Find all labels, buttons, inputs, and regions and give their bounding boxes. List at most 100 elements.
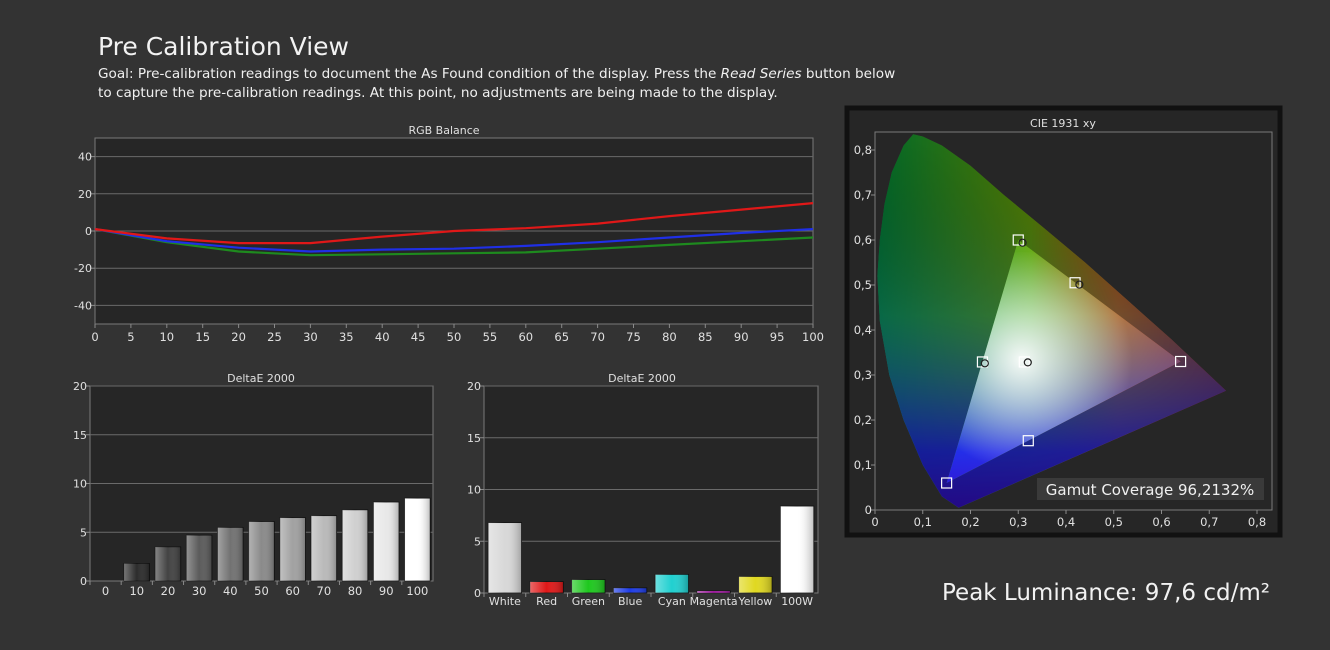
rgb-y-tick-label: -20: [74, 262, 92, 275]
dc-bar-shade: [655, 574, 689, 593]
dg-bar-shade: [373, 502, 400, 581]
cie-measured-marker: [1018, 238, 1027, 247]
dc-bar-shade: [696, 590, 731, 593]
rgb-x-tick-label: 85: [698, 330, 713, 344]
gamut-coverage-label: Gamut Coverage 96,2132%: [1046, 481, 1255, 499]
rgb-x-tick-label: 100: [802, 330, 824, 344]
cie-measured-marker: [1023, 358, 1032, 367]
cie-x-ticks: 0 0,1 0,2 0,3 0,4 0,5 0,6 0,7 0,8: [871, 510, 1266, 529]
dg-x-tick-label: 40: [223, 584, 238, 598]
cie-markers: [941, 234, 1187, 489]
rgb-x-tick-label: 60: [518, 330, 533, 344]
dg-x-tick-label: 50: [254, 584, 269, 598]
peak-luminance: Peak Luminance: 97,6 cd/m²: [942, 580, 1270, 606]
rgb-x-tick-label: 45: [411, 330, 426, 344]
cie-target-marker: [1174, 355, 1187, 368]
deltae-colors-x-ticks: White Red Green Blue Cyan Magenta Yellow 100W: [483, 593, 813, 608]
cie-y-tick-label: 0,1: [854, 458, 872, 472]
cie-y-tick-label: 0,8: [854, 143, 872, 157]
dg-x-tick-label: 60: [285, 584, 300, 598]
dc-y-tick-label: 15: [467, 432, 481, 445]
rgb-x-tick-label: 10: [159, 330, 174, 344]
dg-y-tick-label: 0: [80, 575, 87, 588]
green-series-line: [94, 228, 814, 257]
cie-x-tick-label: 0,2: [961, 515, 979, 529]
cie-x-tick-label: 0: [871, 515, 878, 529]
dc-bar-shade: [488, 522, 522, 593]
red-series-line: [94, 202, 814, 245]
deltae-grayscale-title: DeltaE 2000: [227, 372, 295, 385]
rgb-x-tick-label: 95: [770, 330, 785, 344]
cie-x-tick-label: 0,3: [1009, 515, 1027, 529]
deltae-colors-chart: DeltaE 2000 20 15 10 5 0 White Red Green Blue Cy…: [467, 372, 819, 608]
dg-x-tick-label: 100: [406, 584, 428, 598]
rgb-x-tick-label: 65: [554, 330, 569, 344]
rgb-y-tick-label: 0: [85, 225, 92, 238]
dc-x-tick-label: Yellow: [737, 595, 772, 608]
deltae-colors-y-ticks: 20 15 10 5 0: [467, 380, 484, 600]
cie-target-marker: [976, 356, 989, 368]
rgb-x-tick-label: 70: [590, 330, 605, 344]
cie-x-tick-label: 0,4: [1057, 515, 1075, 529]
cie-x-tick-label: 0,7: [1200, 515, 1218, 529]
dg-bar-shade: [217, 527, 244, 581]
goal-text-prefix: Goal: Pre-calibration readings to docume…: [98, 66, 721, 82]
cie-target-marker: [1018, 356, 1030, 368]
rgb-x-tick-label: 35: [339, 330, 354, 344]
cie-target-marker: [1069, 277, 1081, 289]
dg-bar-shade: [311, 515, 337, 581]
dg-x-tick-label: 90: [379, 584, 394, 598]
deltae-grayscale-y-ticks: 20 15 10 5 0: [73, 380, 90, 588]
dg-bar-shade: [155, 546, 181, 581]
rgb-balance-x-ticks: 0 5 10 15 20 25 30 35 40 45 50 55 60 65 70 75 80 85 90 95 10…: [91, 324, 824, 344]
cie-y-tick-label: 0,7: [854, 188, 872, 202]
dc-x-tick-label: White: [489, 595, 521, 608]
dg-x-tick-label: 0: [102, 584, 109, 598]
dg-x-tick-label: 20: [161, 584, 176, 598]
dc-y-tick-label: 20: [467, 380, 481, 393]
rgb-x-tick-label: 5: [127, 330, 134, 344]
dg-x-tick-label: 30: [192, 584, 207, 598]
rgb-y-tick-label: -40: [74, 299, 92, 312]
rgb-balance-title: RGB Balance: [408, 124, 479, 137]
rgb-x-tick-label: 80: [662, 330, 677, 344]
cie-y-tick-label: 0,5: [854, 278, 872, 292]
cie-y-ticks: 0,8 0,7 0,6 0,5 0,4 0,3 0,2 0,1 0: [854, 143, 875, 517]
dg-x-tick-label: 10: [129, 584, 144, 598]
dc-bar-shade: [738, 576, 773, 593]
dc-x-tick-label: Green: [572, 595, 605, 608]
page-title: Pre Calibration View: [98, 32, 349, 61]
dg-y-tick-label: 5: [80, 526, 87, 539]
cie-y-tick-label: 0: [865, 503, 872, 517]
dg-x-tick-label: 80: [348, 584, 363, 598]
dg-bar-shade: [404, 498, 431, 581]
rgb-x-tick-label: 15: [195, 330, 210, 344]
goal-text-suffix: button below to capture the pre-calibrat…: [98, 66, 896, 101]
goal-text-emphasis: Read Series: [720, 66, 802, 82]
cie-title: CIE 1931 xy: [1030, 117, 1096, 130]
rgb-x-tick-label: 40: [375, 330, 390, 344]
gamut-coverage-box: [1037, 478, 1264, 500]
dc-y-tick-label: 10: [467, 484, 481, 497]
cie-y-tick-label: 0,6: [854, 233, 872, 247]
rgb-balance-chart: RGB Balance 40 20 0 -20 -40 0 5 10 15 20 25 30 35 40…: [74, 124, 824, 344]
cie-x-tick-label: 0,6: [1152, 515, 1170, 529]
rgb-x-tick-label: 30: [303, 330, 318, 344]
goal-text: Goal: Pre-calibration readings to docume…: [98, 65, 898, 103]
dc-y-tick-label: 0: [474, 587, 481, 600]
rgb-y-tick-label: 20: [78, 188, 92, 201]
dc-bar-shade: [571, 579, 606, 593]
dc-y-tick-label: 5: [474, 535, 481, 548]
dg-bar-shade: [248, 521, 275, 581]
deltae-colors-bars: [487, 505, 815, 594]
dg-bar-shade: [342, 509, 368, 581]
dc-x-tick-label: Blue: [618, 595, 643, 608]
deltae-grayscale-bars: [123, 497, 431, 582]
dg-y-tick-label: 10: [73, 478, 87, 491]
dc-x-tick-label: 100W: [781, 595, 813, 608]
rgb-balance-lines: [94, 202, 814, 257]
cie-x-tick-label: 0,8: [1248, 515, 1266, 529]
rgb-x-tick-label: 25: [267, 330, 282, 344]
